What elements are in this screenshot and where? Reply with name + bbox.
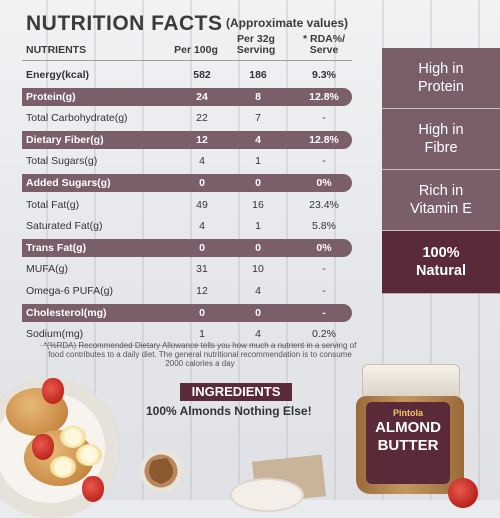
cell-value-rda: 0.2% <box>312 328 336 341</box>
approx-note: (Approximate values) <box>226 16 349 30</box>
cell-name: Total Sugars(g) <box>26 155 98 168</box>
table-row: Total Carbohydrate(g) 22 7 - <box>22 107 362 129</box>
cell-name: Cholesterol(mg) <box>26 306 107 319</box>
row-highlight-band <box>22 173 352 192</box>
col-header-per32: Per 32g Serving <box>236 33 276 56</box>
header-divider <box>22 60 352 61</box>
row-highlight-band <box>22 87 352 106</box>
cell-value-per100: 1 <box>199 328 205 341</box>
cell-value-per32: 1 <box>255 220 261 233</box>
cell-value-rda: 9.3% <box>312 69 336 81</box>
cell-name: Protein(g) <box>26 90 76 103</box>
almond-bowl-image <box>140 450 182 492</box>
cell-value-per100: 12 <box>196 284 208 297</box>
cell-value-per32: 4 <box>255 328 261 341</box>
benefit-panel: High in Protein High in Fibre Rich in Vitam… <box>382 48 500 294</box>
strawberry-image-2 <box>448 478 478 508</box>
cell-value-rda: 5.8% <box>312 220 336 233</box>
ingredients-text: 100% Almonds Nothing Else! <box>146 404 312 418</box>
cell-value-per32: 8 <box>255 90 261 103</box>
ingredients-title: INGREDIENTS <box>180 383 292 401</box>
cell-value-per32: 4 <box>255 133 261 146</box>
cell-value-per32: 186 <box>249 69 267 81</box>
footnote-divider <box>40 345 340 346</box>
cell-name: Omega-6 PUFA(g) <box>26 284 113 297</box>
cell-name: Total Fat(g) <box>26 198 80 211</box>
table-row: Energy(kcal) 582 186 9.3% <box>22 64 362 86</box>
cell-value-rda: - <box>322 112 326 125</box>
badge-natural: 100% Natural <box>382 231 500 294</box>
cell-value-rda: 0% <box>316 176 332 189</box>
col-header-nutrients: NUTRIENTS <box>26 44 87 56</box>
almond-butter-jar-image: Pintola ALMOND BUTTER <box>356 364 464 494</box>
row-highlight-band <box>22 303 352 322</box>
cell-value-per100: 4 <box>199 155 205 168</box>
cell-value-per100: 22 <box>196 112 208 125</box>
cell-name: MUFA(g) <box>26 263 68 276</box>
row-highlight-band <box>22 238 352 257</box>
cell-value-rda: 12.8% <box>309 133 339 146</box>
jar-product: ALMOND <box>375 419 441 436</box>
badge-vitamin-e: Rich in Vitamin E <box>382 170 500 231</box>
cell-value-per32: 0 <box>255 241 261 254</box>
table-row: Added Sugars(g) 0 0 0% <box>22 172 362 194</box>
badge-fibre: High in Fibre <box>382 109 500 170</box>
col-header-rda: * RDA%/ Serve <box>302 33 345 56</box>
cell-value-per100: 0 <box>199 176 205 189</box>
cell-value-per100: 12 <box>196 133 208 146</box>
cell-name: Added Sugars(g) <box>26 176 111 189</box>
nutrition-table: Energy(kcal) 582 186 9.3% Protein(g) 24 8 12.8%… <box>22 64 362 345</box>
cell-value-per100: 4 <box>199 220 205 233</box>
bowl-image <box>230 478 304 512</box>
cell-value-per100: 0 <box>199 241 205 254</box>
table-row: Saturated Fat(g) 4 1 5.8% <box>22 215 362 237</box>
row-highlight-band <box>22 130 352 149</box>
cell-value-rda: 23.4% <box>309 198 339 211</box>
cell-name: Dietary Fiber(g) <box>26 133 104 146</box>
cell-value-per100: 582 <box>193 69 211 81</box>
cell-value-per32: 7 <box>255 112 261 125</box>
table-row: MUFA(g) 31 10 - <box>22 258 362 280</box>
strawberry-image <box>42 378 64 404</box>
cell-name: Sodium(mg) <box>26 328 84 341</box>
cell-value-per32: 0 <box>255 176 261 189</box>
cell-value-per32: 4 <box>255 284 261 297</box>
cell-value-per100: 49 <box>196 198 208 211</box>
cell-value-per32: 10 <box>252 263 264 276</box>
cell-value-rda: - <box>322 306 326 319</box>
cell-value-per100: 0 <box>199 306 205 319</box>
jar-brand: Pintola <box>392 408 423 418</box>
cell-name: Total Carbohydrate(g) <box>26 112 128 125</box>
table-row: Total Fat(g) 49 16 23.4% <box>22 194 362 216</box>
table-row: Dietary Fiber(g) 12 4 12.8% <box>22 129 362 151</box>
cell-value-per100: 24 <box>196 90 208 103</box>
cell-value-rda: 12.8% <box>309 90 339 103</box>
cell-name: Saturated Fat(g) <box>26 220 103 233</box>
table-row: Cholesterol(mg) 0 0 - <box>22 302 362 324</box>
table-row: Omega-6 PUFA(g) 12 4 - <box>22 280 362 302</box>
cell-value-rda: 0% <box>316 241 332 254</box>
page-title: NUTRITION FACTS <box>26 12 223 35</box>
table-row: Protein(g) 24 8 12.8% <box>22 86 362 108</box>
rda-footnote: *(%RDA) Recommended Dietary Allowance te… <box>43 341 357 368</box>
cell-value-per32: 1 <box>255 155 261 168</box>
cell-value-rda: - <box>322 263 326 276</box>
cell-value-per32: 16 <box>252 198 264 211</box>
cell-value-per100: 31 <box>196 263 208 276</box>
cell-value-rda: - <box>322 155 326 168</box>
cell-value-rda: - <box>322 284 326 297</box>
badge-protein: High in Protein <box>382 48 500 109</box>
table-row: Total Sugars(g) 4 1 - <box>22 150 362 172</box>
pancake-plate-image <box>0 378 120 518</box>
cell-name: Energy(kcal) <box>26 69 90 81</box>
cell-value-per32: 0 <box>255 306 261 319</box>
table-row: Sodium(mg) 1 4 0.2% <box>22 323 362 345</box>
table-row: Trans Fat(g) 0 0 0% <box>22 237 362 259</box>
cell-name: Trans Fat(g) <box>26 241 87 254</box>
col-header-per100: Per 100g <box>174 44 218 56</box>
